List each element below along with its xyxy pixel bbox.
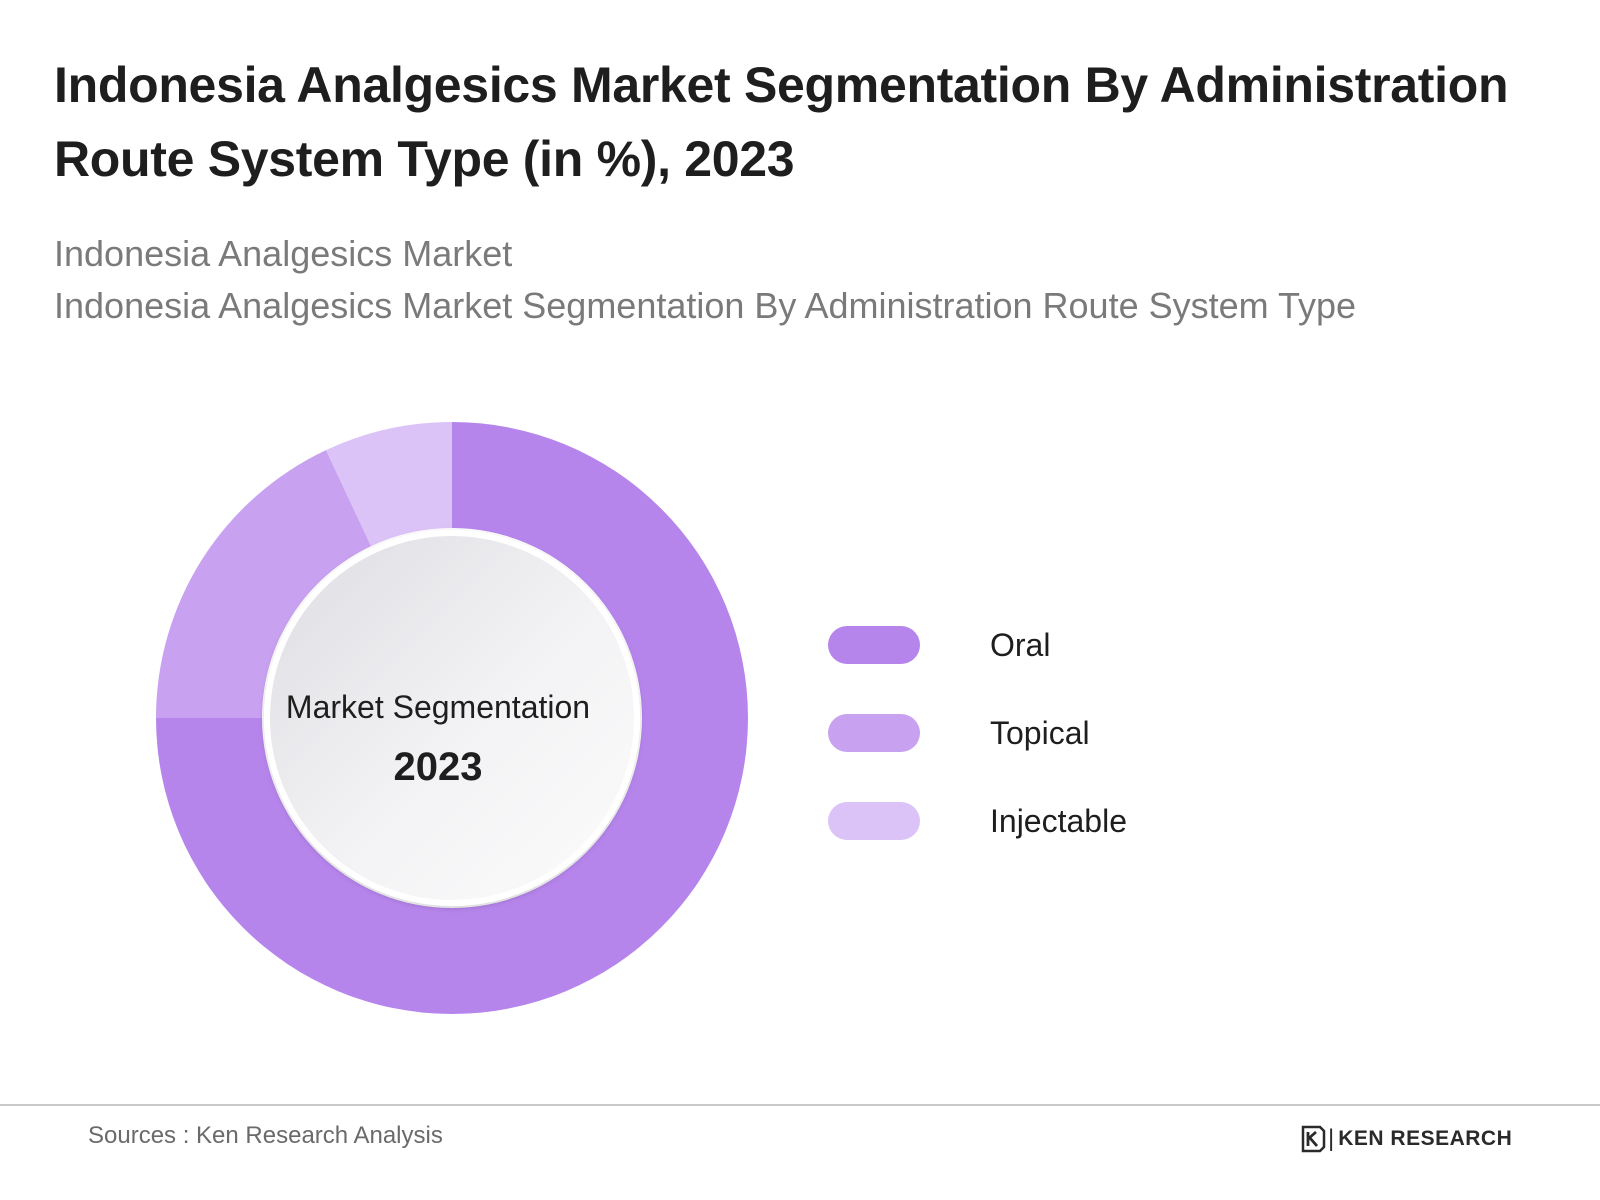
- subtitle-line-2: Indonesia Analgesics Market Segmentation…: [54, 285, 1357, 326]
- subtitle-line-1: Indonesia Analgesics Market: [54, 233, 513, 274]
- chart-subtitle: Indonesia Analgesics Market Indonesia An…: [54, 228, 1554, 332]
- legend-label-topical: Topical: [990, 715, 1090, 751]
- brand-separator: |: [1328, 1125, 1335, 1152]
- donut-center-disc: [264, 530, 640, 906]
- footer-divider: [0, 1104, 1600, 1106]
- legend-swatch-topical: [828, 714, 920, 752]
- legend-label-oral: Oral: [990, 627, 1051, 663]
- legend-swatch-oral: [828, 626, 920, 664]
- center-label: Market Segmentation: [286, 689, 590, 725]
- center-year: 2023: [394, 745, 483, 789]
- chart-title: Indonesia Analgesics Market Segmentation…: [54, 57, 1509, 187]
- donut-slice-injectable: [325, 422, 452, 547]
- brand-text: KEN RESEARCH: [1338, 1127, 1513, 1150]
- legend-swatch-injectable: [828, 802, 920, 840]
- donut-slice-topical: [156, 450, 372, 718]
- ken-research-logo-icon: [1301, 1125, 1326, 1153]
- donut-slices: [156, 422, 748, 1014]
- source-note: Sources : Ken Research Analysis: [88, 1122, 443, 1149]
- legend-label-injectable: Injectable: [990, 803, 1127, 839]
- donut-slice-oral: [156, 422, 748, 1014]
- brand-logo: | KEN RESEARCH: [1300, 1124, 1512, 1154]
